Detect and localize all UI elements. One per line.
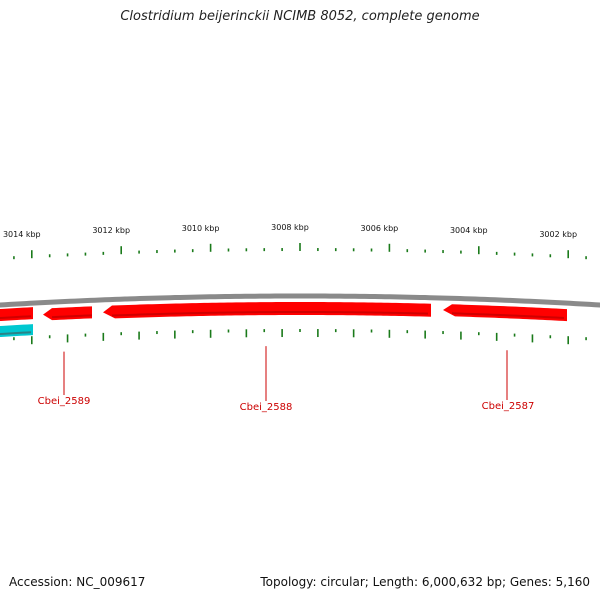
gene-features — [0, 302, 567, 338]
scale-label: 3014 kbp — [3, 230, 41, 239]
scale-label: 3012 kbp — [92, 226, 130, 235]
gene-feature-cbei-2589-shade — [51, 314, 93, 319]
scale-label: 3002 kbp — [539, 230, 577, 239]
gene-label: Cbei_2588 — [240, 402, 293, 413]
gene-feature-partial — [0, 307, 33, 322]
scale-label: 3004 kbp — [450, 226, 488, 235]
scale-label: 3006 kbp — [361, 224, 399, 233]
inner-tick-marks — [13, 329, 587, 345]
gene-feature-reverse-strand-shade — [0, 331, 32, 336]
gene-label: Cbei_2589 — [38, 396, 91, 407]
genome-backbone — [0, 293, 600, 308]
page-title: Clostridium beijerinckii NCIMB 8052, com… — [120, 9, 480, 24]
gene-feature-cbei-2588 — [103, 302, 431, 319]
accession-text: Accession: NC_009617 — [9, 575, 146, 589]
scale-label: 3010 kbp — [182, 224, 220, 233]
gene-feature-cbei-2587-shade — [451, 312, 565, 319]
gene-feature-partial-shade — [0, 315, 32, 320]
gene-label: Cbei_2587 — [482, 401, 535, 412]
gene-feature-reverse-strand — [0, 324, 33, 338]
scale-label: 3008 kbp — [271, 223, 309, 232]
outer-tick-marks — [13, 243, 587, 260]
gene-feature-cbei-2587 — [443, 304, 567, 322]
gene-feature-cbei-2588-shade — [111, 310, 429, 317]
genome-summary-text: Topology: circular; Length: 6,000,632 bp… — [260, 575, 590, 589]
gene-labels: Cbei_2589 Cbei_2588 Cbei_2587 — [38, 346, 535, 413]
scale-labels: 3014 kbp 3012 kbp 3010 kbp 3008 kbp 3006 kbp… — [3, 223, 577, 239]
gene-feature-cbei-2589 — [43, 306, 92, 321]
